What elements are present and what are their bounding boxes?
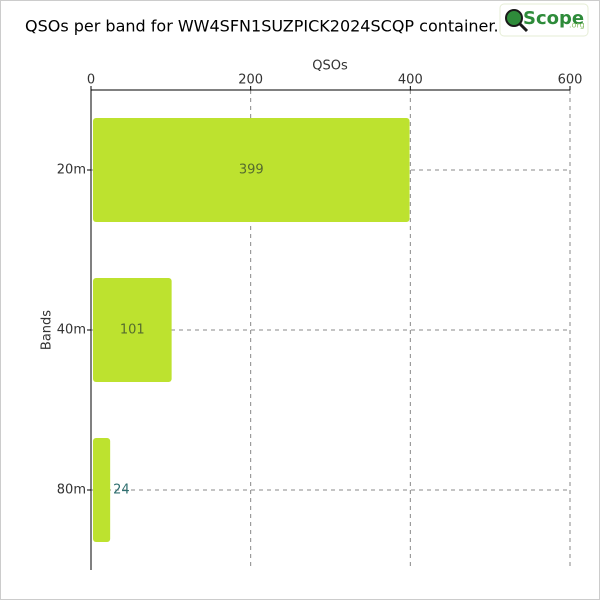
value-label: 24 <box>113 483 130 498</box>
y-axis-label: Bands <box>40 310 55 350</box>
x-tick-label: 0 <box>87 73 95 88</box>
y-tick-label: 80m <box>57 483 86 498</box>
y-tick-label: 20m <box>57 163 86 178</box>
chart-title: QSOs per band for WW4SFN1SUZPICK2024SCQP… <box>25 17 499 36</box>
value-label: 399 <box>239 163 264 178</box>
y-tick-label: 40m <box>57 323 86 338</box>
x-tick-label: 600 <box>558 73 583 88</box>
bar <box>93 118 410 222</box>
bar <box>93 278 172 382</box>
logo-text: Scope <box>523 8 584 29</box>
x-tick-label: 400 <box>398 73 423 88</box>
x-axis-label: QSOs <box>312 59 348 74</box>
logo: Scope .org <box>499 3 589 37</box>
logo-suffix: .org <box>569 21 585 30</box>
value-label: 101 <box>120 323 145 338</box>
bar <box>93 438 111 542</box>
logo-handle <box>518 22 529 33</box>
logo-icon <box>505 9 523 27</box>
x-tick-label: 200 <box>238 73 263 88</box>
